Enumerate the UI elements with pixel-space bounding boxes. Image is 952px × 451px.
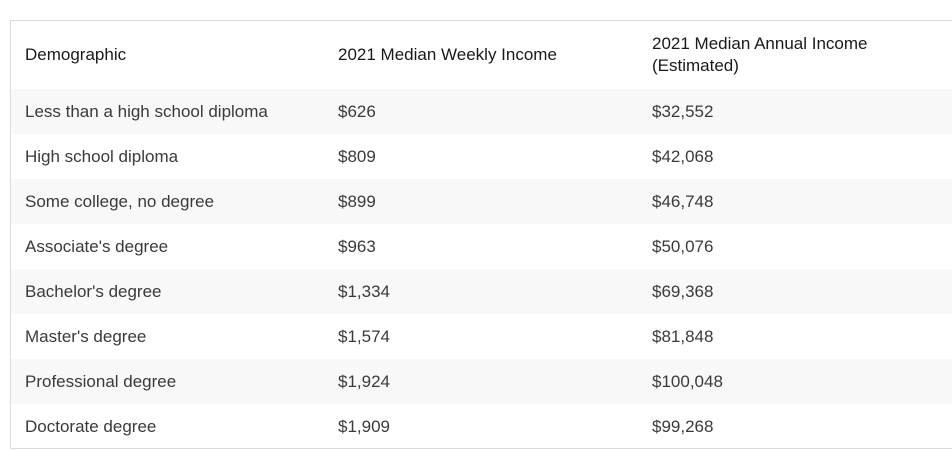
weekly-income-cell: $1,574: [338, 326, 390, 346]
table-row: Professional degree $1,924 $100,048: [11, 359, 952, 404]
header-weekly-income: 2021 Median Weekly Income: [338, 45, 557, 64]
header-demographic: Demographic: [25, 45, 127, 64]
weekly-income-cell: $899: [338, 191, 376, 211]
weekly-income-cell: $626: [338, 101, 376, 121]
table-row: Doctorate degree $1,909 $99,268: [11, 404, 952, 448]
weekly-income-cell: $1,334: [338, 281, 390, 301]
weekly-income-cell: $963: [338, 236, 376, 256]
header-annual-income: 2021 Median Annual Income (Estimated): [652, 34, 868, 75]
demographic-cell: Master's degree: [25, 326, 147, 346]
demographic-cell: Doctorate degree: [25, 416, 157, 436]
annual-income-cell: $99,268: [652, 416, 714, 436]
income-table: Demographic 2021 Median Weekly Income 20…: [10, 20, 952, 449]
weekly-income-cell: $1,924: [338, 371, 390, 391]
demographic-cell: Associate's degree: [25, 236, 169, 256]
weekly-income-cell: $1,909: [338, 416, 390, 436]
annual-income-cell: $46,748: [652, 191, 714, 211]
table-header-row: Demographic 2021 Median Weekly Income 20…: [11, 21, 952, 89]
demographic-cell: Some college, no degree: [25, 191, 215, 211]
annual-income-cell: $69,368: [652, 281, 714, 301]
table-row: Master's degree $1,574 $81,848: [11, 314, 952, 359]
annual-income-cell: $42,068: [652, 146, 714, 166]
demographic-cell: Bachelor's degree: [25, 281, 162, 301]
annual-income-cell: $100,048: [652, 371, 723, 391]
table-row: Associate's degree $963 $50,076: [11, 224, 952, 269]
annual-income-cell: $81,848: [652, 326, 714, 346]
annual-income-cell: $50,076: [652, 236, 714, 256]
table-row: Less than a high school diploma $626 $32…: [11, 89, 952, 134]
annual-income-cell: $32,552: [652, 101, 714, 121]
table-row: High school diploma $809 $42,068: [11, 134, 952, 179]
demographic-cell: High school diploma: [25, 146, 179, 166]
table-row: Bachelor's degree $1,334 $69,368: [11, 269, 952, 314]
demographic-cell: Less than a high school diploma: [25, 101, 268, 121]
demographic-cell: Professional degree: [25, 371, 177, 391]
table-row: Some college, no degree $899 $46,748: [11, 179, 952, 224]
weekly-income-cell: $809: [338, 146, 376, 166]
